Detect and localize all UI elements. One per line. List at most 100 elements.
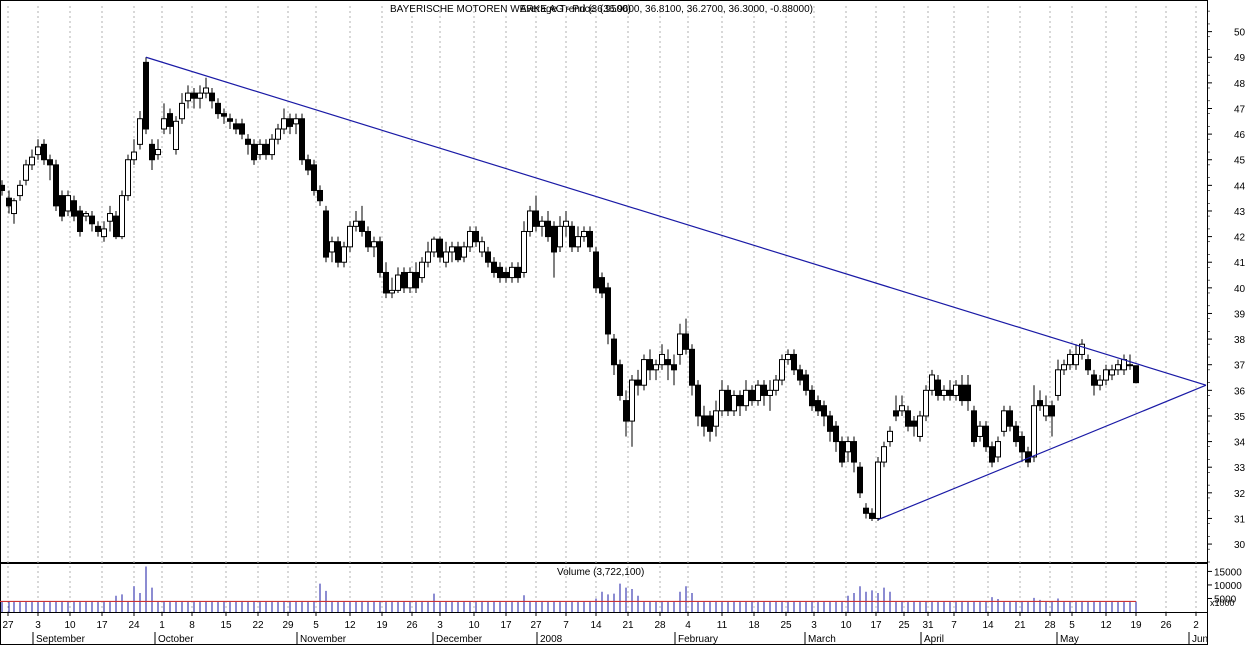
candle-body-up bbox=[1115, 364, 1121, 371]
x-day-label: 17 bbox=[96, 620, 108, 631]
candle-body-up bbox=[185, 92, 191, 102]
candle-body-down bbox=[215, 102, 221, 115]
x-day-label: 25 bbox=[780, 620, 792, 631]
candle-body-up bbox=[389, 289, 395, 294]
candle-body-down bbox=[857, 466, 863, 494]
candle-body-down bbox=[383, 271, 389, 294]
candle-body-up bbox=[347, 225, 353, 248]
candle-body-up bbox=[563, 220, 569, 227]
candle-body-up bbox=[677, 333, 683, 355]
candle-body-up bbox=[83, 213, 89, 217]
candle-body-up bbox=[755, 384, 761, 402]
candle-body-down bbox=[413, 271, 419, 289]
candle-body-up bbox=[539, 220, 545, 227]
candle-body-down bbox=[41, 143, 47, 161]
candle-body-down bbox=[167, 113, 173, 127]
candle-body-down bbox=[533, 210, 539, 227]
x-day-label: 5 bbox=[1069, 620, 1075, 631]
candle-body-up bbox=[269, 138, 275, 156]
y-tick-label: 44 bbox=[1234, 181, 1246, 192]
x-day-label: 15 bbox=[220, 620, 232, 631]
candle-body-down bbox=[1019, 435, 1025, 453]
candle-body-down bbox=[251, 143, 257, 161]
candle-body-down bbox=[647, 359, 653, 371]
x-day-label: 17 bbox=[870, 620, 882, 631]
candle-body-down bbox=[683, 333, 689, 350]
candle-body-up bbox=[1103, 369, 1109, 381]
candle-body-up bbox=[353, 220, 359, 227]
x-month-label: May bbox=[1060, 634, 1079, 645]
candle-body-down bbox=[593, 251, 599, 289]
x-day-label: 29 bbox=[282, 620, 294, 631]
x-month-label: Jun bbox=[1192, 634, 1208, 645]
x-day-label: 27 bbox=[530, 620, 542, 631]
candle-body-down bbox=[437, 238, 443, 258]
volume-y-tick-label: 5000 bbox=[1214, 594, 1237, 605]
candle-body-up bbox=[1001, 410, 1007, 432]
candle-body-down bbox=[455, 246, 461, 261]
x-month-label: November bbox=[300, 634, 347, 645]
candle-body-down bbox=[1037, 400, 1043, 407]
y-tick-label: 41 bbox=[1234, 258, 1246, 269]
candle-body-up bbox=[509, 266, 515, 279]
y-tick-label: 45 bbox=[1234, 156, 1246, 167]
candle-body-down bbox=[485, 251, 491, 263]
candle-body-up bbox=[527, 210, 533, 232]
volume-panel: 15000 10000 5000 bbox=[0, 563, 1242, 613]
candle-body-down bbox=[935, 379, 941, 396]
candle-body-down bbox=[569, 225, 575, 248]
y-tick-label: 37 bbox=[1234, 361, 1246, 372]
candle-body-up bbox=[1061, 364, 1067, 371]
candle-body-down bbox=[1085, 359, 1091, 371]
candle-body-down bbox=[227, 118, 233, 122]
x-day-label: 12 bbox=[344, 620, 356, 631]
candle-body-down bbox=[893, 410, 899, 417]
chart-overlay-text: Average Trend (36.9500) bbox=[520, 4, 631, 15]
candle-body-down bbox=[311, 164, 317, 191]
x-day-label: 4 bbox=[685, 620, 691, 631]
candle-body-down bbox=[287, 118, 293, 127]
candle-body-up bbox=[125, 159, 131, 197]
candle-body-down bbox=[869, 512, 875, 519]
candle-body-up bbox=[329, 241, 335, 253]
candle-body-up bbox=[419, 261, 425, 279]
x-day-label: 18 bbox=[748, 620, 760, 631]
candle-body-down bbox=[245, 138, 251, 145]
x-day-label: 11 bbox=[717, 620, 728, 631]
candle-body-up bbox=[659, 353, 665, 366]
candle-body-down bbox=[317, 189, 323, 202]
candle-body-down bbox=[833, 425, 839, 443]
candle-body-up bbox=[767, 389, 773, 396]
x-day-label: 27 bbox=[2, 620, 14, 631]
candle-body-up bbox=[197, 92, 203, 99]
candle-body-down bbox=[689, 348, 695, 386]
candle-body-up bbox=[1031, 405, 1037, 458]
y-tick-label: 39 bbox=[1234, 309, 1246, 320]
candle-body-down bbox=[791, 353, 797, 371]
price-frame bbox=[0, 0, 1208, 563]
candle-body-down bbox=[749, 389, 755, 402]
candle-body-down bbox=[221, 113, 227, 117]
price-panel: 30 31 32 33 34 35 36 37 38 39 40 41 42 43 44 45 46 47 48 49… bbox=[0, 0, 1246, 612]
y-tick-label: 50 bbox=[1234, 28, 1246, 39]
candle-body-up bbox=[887, 430, 893, 443]
y-tick-label: 34 bbox=[1234, 438, 1246, 449]
candle-body-down bbox=[623, 400, 629, 422]
x-day-label: 8 bbox=[189, 620, 195, 631]
x-day-label: 14 bbox=[590, 620, 602, 631]
candle-body-up bbox=[521, 230, 527, 273]
candle-body-down bbox=[143, 61, 149, 130]
x-day-label: 10 bbox=[840, 620, 852, 631]
candle-body-down bbox=[233, 123, 239, 130]
candle-body-down bbox=[599, 277, 605, 294]
candle-body-down bbox=[191, 92, 197, 99]
candle-body-up bbox=[1067, 353, 1073, 366]
x-day-label: 19 bbox=[376, 620, 388, 631]
y-tick-label: 36 bbox=[1234, 386, 1246, 397]
candle-body-down bbox=[617, 364, 623, 396]
volume-title: Volume (3,722,100) bbox=[557, 567, 644, 578]
candle-body-down bbox=[989, 446, 995, 463]
x-day-label: 3 bbox=[811, 620, 817, 631]
x-axis: 27 3 10 17 24 1 8 15 22 29 5 12 19 26 3 10 17 27 7 14 21 28 4 1… bbox=[0, 612, 1208, 645]
candle-body-up bbox=[293, 118, 299, 125]
